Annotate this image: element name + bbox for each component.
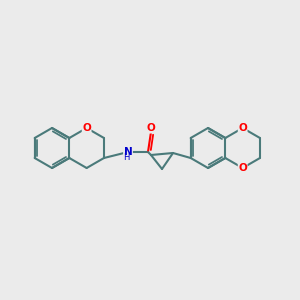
Text: O: O [238,163,247,173]
Text: H: H [123,154,129,163]
Text: O: O [238,123,247,133]
Text: O: O [147,123,155,133]
Text: N: N [124,147,132,157]
Text: O: O [82,123,91,133]
